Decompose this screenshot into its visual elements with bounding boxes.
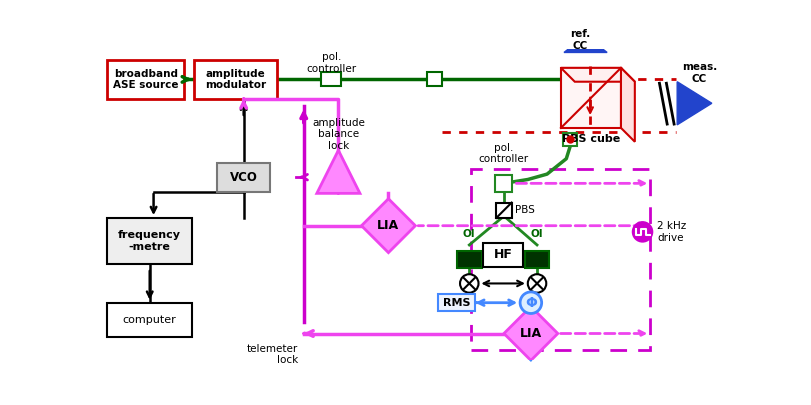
Circle shape <box>527 274 546 293</box>
Text: pol.
controller: pol. controller <box>478 143 528 164</box>
Text: 2 kHz
drive: 2 kHz drive <box>656 221 685 243</box>
Text: OI: OI <box>530 229 543 239</box>
Text: PBS cube: PBS cube <box>561 134 620 144</box>
Text: RMS: RMS <box>443 298 470 308</box>
Bar <box>496 202 511 218</box>
Text: HF: HF <box>493 248 512 262</box>
Polygon shape <box>504 307 557 360</box>
FancyBboxPatch shape <box>524 251 549 268</box>
FancyBboxPatch shape <box>107 60 184 99</box>
FancyBboxPatch shape <box>563 132 577 146</box>
Polygon shape <box>620 68 634 142</box>
Text: LIA: LIA <box>377 219 399 232</box>
Circle shape <box>631 221 653 243</box>
Bar <box>560 68 620 128</box>
FancyBboxPatch shape <box>457 251 481 268</box>
Text: amplitude
modulator: amplitude modulator <box>204 68 266 90</box>
FancyBboxPatch shape <box>217 162 269 192</box>
Text: pol.
controller: pol. controller <box>306 53 356 74</box>
FancyBboxPatch shape <box>194 60 277 99</box>
Polygon shape <box>560 68 634 82</box>
Text: Φ: Φ <box>524 296 536 310</box>
Text: amplitude
balance
lock: amplitude balance lock <box>311 118 364 151</box>
FancyBboxPatch shape <box>107 303 192 337</box>
Text: VCO: VCO <box>230 171 257 184</box>
FancyBboxPatch shape <box>107 218 192 264</box>
Text: computer: computer <box>122 315 176 325</box>
FancyBboxPatch shape <box>321 72 341 86</box>
Text: LIA: LIA <box>519 327 541 340</box>
FancyBboxPatch shape <box>495 175 512 192</box>
Text: telemeter
lock: telemeter lock <box>247 343 298 365</box>
FancyBboxPatch shape <box>483 243 522 267</box>
FancyBboxPatch shape <box>427 72 442 86</box>
FancyBboxPatch shape <box>438 294 475 311</box>
Text: OI: OI <box>462 229 475 239</box>
Text: frequency
-metre: frequency -metre <box>118 230 181 252</box>
Text: ref.
CC: ref. CC <box>569 29 590 51</box>
Circle shape <box>520 292 541 313</box>
Circle shape <box>460 274 478 293</box>
Polygon shape <box>361 199 415 253</box>
Text: PBS: PBS <box>515 205 534 215</box>
Polygon shape <box>564 36 607 53</box>
Text: meas.
CC: meas. CC <box>681 62 716 84</box>
Polygon shape <box>316 150 359 193</box>
Text: broadband
ASE source: broadband ASE source <box>113 68 178 90</box>
Polygon shape <box>676 82 711 125</box>
